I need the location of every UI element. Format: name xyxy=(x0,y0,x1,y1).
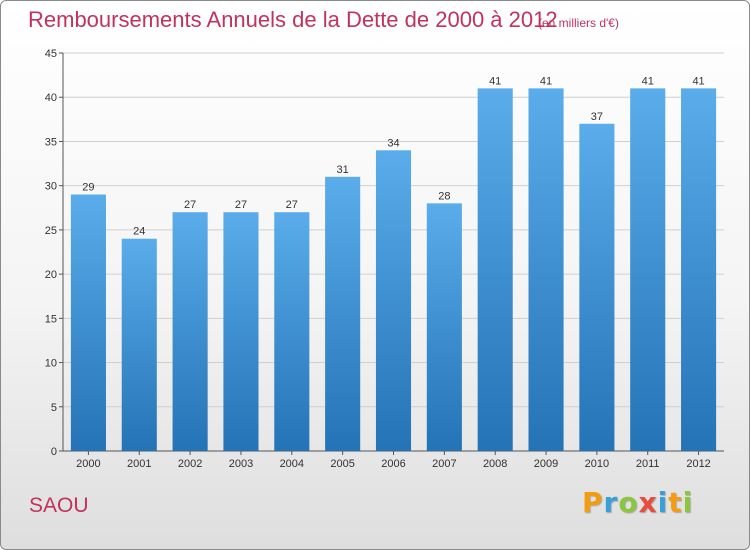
y-tick-label: 0 xyxy=(51,446,57,458)
x-tick-label-2001: 2001 xyxy=(127,458,151,470)
data-label-2012: 41 xyxy=(692,75,704,87)
proxiti-logo: Proxiti xyxy=(582,486,693,519)
logo-letter: t xyxy=(668,486,683,519)
bar-2003 xyxy=(223,212,259,451)
y-tick-label: 25 xyxy=(45,225,57,237)
logo-letter: P xyxy=(582,486,604,519)
bar-2010 xyxy=(579,123,615,451)
x-tick-label-2012: 2012 xyxy=(686,458,710,470)
data-label-2006: 34 xyxy=(387,137,399,149)
bar-2007 xyxy=(426,203,462,451)
bars xyxy=(70,88,717,452)
data-label-2007: 28 xyxy=(438,190,450,202)
data-label-2009: 41 xyxy=(540,75,552,87)
bar-2009 xyxy=(528,88,564,451)
y-tick-label: 30 xyxy=(45,181,57,193)
y-tick-label: 45 xyxy=(45,48,57,60)
y-tick-label: 10 xyxy=(45,358,57,370)
bar-2008 xyxy=(477,88,513,451)
bar-2012 xyxy=(681,88,717,451)
logo-letter: o xyxy=(618,486,639,519)
x-tick-label-2005: 2005 xyxy=(330,458,354,470)
x-tick-label-2007: 2007 xyxy=(432,458,456,470)
data-label-2000: 29 xyxy=(82,182,94,194)
chart-subtitle: (en milliers d'€) xyxy=(538,16,619,30)
x-tick-label-2010: 2010 xyxy=(585,458,609,470)
y-tick-label: 35 xyxy=(45,136,57,148)
x-tick-label-2011: 2011 xyxy=(636,458,660,470)
logo-letter: i xyxy=(682,486,694,519)
data-label-2010: 37 xyxy=(591,111,603,123)
x-tick-label-2009: 2009 xyxy=(534,458,558,470)
data-label-2003: 27 xyxy=(235,199,247,211)
chart-title: Remboursements Annuels de la Dette de 20… xyxy=(28,7,558,32)
data-label-2011: 41 xyxy=(642,75,654,87)
bar-2002 xyxy=(172,212,208,451)
y-tick-label: 20 xyxy=(45,269,57,281)
y-tick-label: 5 xyxy=(51,402,57,414)
logo-letter: r xyxy=(603,486,619,519)
x-tick-label-2004: 2004 xyxy=(280,458,304,470)
data-label-2008: 41 xyxy=(489,75,501,87)
y-tick-label: 40 xyxy=(45,92,57,104)
data-label-2005: 31 xyxy=(337,164,349,176)
logo-letter: x xyxy=(638,486,658,519)
bar-2011 xyxy=(630,88,666,451)
logo-letter: i xyxy=(657,486,669,519)
y-tick-label: 15 xyxy=(45,313,57,325)
bar-2006 xyxy=(375,150,412,452)
x-tick-label-2002: 2002 xyxy=(178,458,202,470)
data-label-2004: 27 xyxy=(286,199,298,211)
x-tick-label-2006: 2006 xyxy=(381,458,405,470)
bar-2004 xyxy=(274,212,310,451)
x-tick-label-2000: 2000 xyxy=(76,458,100,470)
labels: 0 5 10 15 20 25 30 35 40 45 29 2000 24 2001 27 2002 27 20… xyxy=(45,48,711,470)
bar-2000 xyxy=(70,194,106,451)
commune-name: SAOU xyxy=(29,494,89,517)
x-tick-label-2003: 2003 xyxy=(229,458,253,470)
x-tick-label-2008: 2008 xyxy=(483,458,507,470)
data-label-2002: 27 xyxy=(184,199,196,211)
data-label-2001: 24 xyxy=(133,226,145,238)
bar-2005 xyxy=(325,176,361,452)
bar-2001 xyxy=(121,238,157,451)
